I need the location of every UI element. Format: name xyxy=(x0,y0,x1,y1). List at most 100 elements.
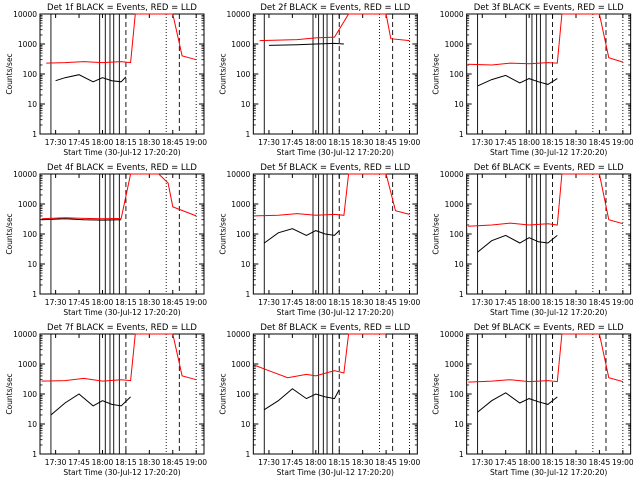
y-tick-label: 10 xyxy=(241,100,251,109)
y-tick-label: 1000 xyxy=(445,200,464,209)
x-tick-label: 19:00 xyxy=(612,138,634,147)
panel-title: Det 4f BLACK = Events, RED = LLD xyxy=(47,163,197,173)
x-tick-label: 18:30 xyxy=(565,138,587,147)
y-tick-label: 10000 xyxy=(440,10,464,19)
y-tick-label: 1 xyxy=(32,290,37,299)
y-tick-label: 1000 xyxy=(231,40,250,49)
events-series-line xyxy=(477,392,558,413)
x-axis-label: Start Time (30-Jul-12 17:20:20) xyxy=(63,148,180,157)
det-panel-2: Det 2f BLACK = Events, RED = LLD 1 10 100 10… xyxy=(218,3,420,157)
x-tick-label: 18:30 xyxy=(139,138,161,147)
lld-series-line xyxy=(254,173,410,217)
y-tick-label: 10000 xyxy=(440,330,464,339)
x-tick-label: 18:45 xyxy=(162,298,184,307)
y-tick-label: 100 xyxy=(236,230,251,239)
x-tick-label: 18:15 xyxy=(115,458,137,467)
det-panel-6: Det 6f BLACK = Events, RED = LLD 1 10 100 10… xyxy=(432,163,634,317)
y-tick-label: 10 xyxy=(27,100,37,109)
x-tick-label: 18:45 xyxy=(589,458,611,467)
panel-title: Det 9f BLACK = Events, RED = LLD xyxy=(474,323,624,333)
x-tick-label: 18:45 xyxy=(162,458,184,467)
y-axis-label: Counts/sec xyxy=(5,53,14,94)
x-tick-label: 18:00 xyxy=(518,298,540,307)
y-tick-label: 1000 xyxy=(231,360,250,369)
x-tick-label: 18:30 xyxy=(352,138,374,147)
x-tick-label: 17:30 xyxy=(45,458,67,467)
y-tick-label: 10000 xyxy=(13,170,37,179)
x-tick-label: 18:45 xyxy=(375,298,397,307)
x-tick-label: 18:00 xyxy=(305,298,327,307)
y-tick-label: 1 xyxy=(246,450,251,459)
y-tick-label: 1 xyxy=(459,450,464,459)
panel-title: Det 8f BLACK = Events, RED = LLD xyxy=(260,323,410,333)
y-axis-label: Counts/sec xyxy=(218,213,227,254)
lld-series-line xyxy=(254,333,387,379)
x-tick-label: 18:15 xyxy=(542,458,564,467)
x-tick-label: 19:00 xyxy=(399,138,421,147)
x-tick-label: 17:30 xyxy=(258,458,280,467)
x-tick-label: 18:15 xyxy=(328,298,350,307)
y-tick-label: 10000 xyxy=(13,330,37,339)
y-tick-label: 1 xyxy=(459,290,464,299)
y-tick-label: 10000 xyxy=(13,10,37,19)
x-tick-label: 17:45 xyxy=(495,138,517,147)
x-tick-label: 18:00 xyxy=(305,458,327,467)
y-tick-label: 100 xyxy=(23,70,38,79)
events-series-line xyxy=(264,228,340,244)
panel-title: Det 1f BLACK = Events, RED = LLD xyxy=(47,3,197,13)
y-tick-label: 1 xyxy=(246,290,251,299)
lld-series-line xyxy=(41,173,197,220)
y-tick-label: 10000 xyxy=(226,330,250,339)
y-tick-label: 1 xyxy=(459,130,464,139)
y-tick-label: 100 xyxy=(23,390,38,399)
x-tick-label: 19:00 xyxy=(185,458,207,467)
x-axis-label: Start Time (30-Jul-12 17:20:20) xyxy=(490,308,607,317)
events-series-line xyxy=(477,234,558,253)
lld-series-line xyxy=(41,333,197,382)
x-tick-label: 18:30 xyxy=(139,298,161,307)
lld-series-line xyxy=(259,13,410,42)
x-tick-label: 17:45 xyxy=(68,298,90,307)
y-tick-label: 1000 xyxy=(18,40,37,49)
events-series-line xyxy=(268,42,344,46)
x-tick-label: 17:30 xyxy=(471,458,493,467)
events-series-line xyxy=(477,74,558,87)
y-tick-label: 1000 xyxy=(231,200,250,209)
x-tick-label: 17:30 xyxy=(45,298,67,307)
y-tick-label: 100 xyxy=(236,70,251,79)
y-tick-label: 10 xyxy=(241,260,251,269)
x-tick-label: 18:15 xyxy=(328,138,350,147)
x-axis-label: Start Time (30-Jul-12 17:20:20) xyxy=(490,148,607,157)
x-axis-label: Start Time (30-Jul-12 17:20:20) xyxy=(63,468,180,477)
x-tick-label: 17:45 xyxy=(68,458,90,467)
y-tick-label: 1 xyxy=(32,450,37,459)
y-axis-label: Counts/sec xyxy=(432,213,441,254)
x-tick-label: 18:00 xyxy=(518,138,540,147)
events-series-line xyxy=(55,74,127,83)
x-axis-label: Start Time (30-Jul-12 17:20:20) xyxy=(277,308,394,317)
panel-title: Det 6f BLACK = Events, RED = LLD xyxy=(474,163,624,173)
det-panel-9: Det 9f BLACK = Events, RED = LLD 1 10 100 10… xyxy=(432,323,634,477)
y-tick-label: 1 xyxy=(32,130,37,139)
x-tick-label: 17:45 xyxy=(282,458,304,467)
lld-series-line xyxy=(468,333,624,383)
x-tick-label: 18:45 xyxy=(589,298,611,307)
y-tick-label: 10000 xyxy=(226,10,250,19)
y-tick-label: 10 xyxy=(27,260,37,269)
x-axis-label: Start Time (30-Jul-12 17:20:20) xyxy=(63,308,180,317)
lld-series-line xyxy=(468,13,624,66)
x-tick-label: 17:45 xyxy=(495,298,517,307)
x-tick-label: 17:30 xyxy=(258,138,280,147)
x-tick-label: 18:00 xyxy=(92,458,114,467)
y-tick-label: 1000 xyxy=(445,360,464,369)
x-tick-label: 18:00 xyxy=(305,138,327,147)
panel-title: Det 2f BLACK = Events, RED = LLD xyxy=(260,3,410,13)
x-tick-label: 17:30 xyxy=(471,298,493,307)
x-tick-label: 17:45 xyxy=(282,138,304,147)
x-axis-label: Start Time (30-Jul-12 17:20:20) xyxy=(490,468,607,477)
y-tick-label: 100 xyxy=(23,230,38,239)
y-tick-label: 1000 xyxy=(18,200,37,209)
x-tick-label: 19:00 xyxy=(612,458,634,467)
y-axis-label: Counts/sec xyxy=(5,373,14,414)
